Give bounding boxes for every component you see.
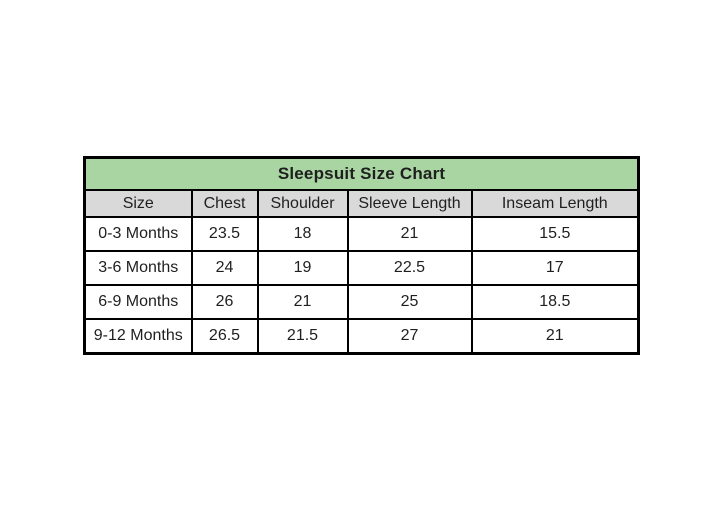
- cell-inseam-length: 17: [470, 250, 640, 286]
- column-header-inseam-length: Inseam Length: [470, 189, 640, 218]
- cell-size: 9-12 Months: [83, 318, 193, 355]
- column-header-chest: Chest: [190, 189, 259, 218]
- table-header-row: Size Chest Shoulder Sleeve Length Inseam…: [83, 189, 640, 218]
- cell-chest: 23.5: [190, 216, 259, 252]
- sleepsuit-size-chart-table: Sleepsuit Size Chart Size Chest Shoulder…: [83, 156, 641, 355]
- table-title-row: Sleepsuit Size Chart: [83, 156, 640, 191]
- cell-sleeve-length: 21: [346, 216, 473, 252]
- table-row: 0-3 Months 23.5 18 21 15.5: [83, 216, 640, 252]
- cell-inseam-length: 21: [470, 318, 640, 355]
- cell-size: 0-3 Months: [83, 216, 193, 252]
- cell-shoulder: 18: [256, 216, 349, 252]
- size-chart-container: Sleepsuit Size Chart Size Chest Shoulder…: [83, 156, 641, 355]
- column-header-shoulder: Shoulder: [256, 189, 349, 218]
- column-header-sleeve-length: Sleeve Length: [346, 189, 473, 218]
- cell-sleeve-length: 27: [346, 318, 473, 355]
- column-header-size: Size: [83, 189, 193, 218]
- cell-shoulder: 21: [256, 284, 349, 320]
- cell-shoulder: 19: [256, 250, 349, 286]
- cell-size: 3-6 Months: [83, 250, 193, 286]
- cell-shoulder: 21.5: [256, 318, 349, 355]
- cell-chest: 26: [190, 284, 259, 320]
- table-row: 9-12 Months 26.5 21.5 27 21: [83, 318, 640, 355]
- cell-size: 6-9 Months: [83, 284, 193, 320]
- table-row: 6-9 Months 26 21 25 18.5: [83, 284, 640, 320]
- cell-inseam-length: 15.5: [470, 216, 640, 252]
- table-title: Sleepsuit Size Chart: [83, 156, 640, 191]
- table-row: 3-6 Months 24 19 22.5 17: [83, 250, 640, 286]
- cell-sleeve-length: 25: [346, 284, 473, 320]
- cell-inseam-length: 18.5: [470, 284, 640, 320]
- cell-chest: 26.5: [190, 318, 259, 355]
- cell-sleeve-length: 22.5: [346, 250, 473, 286]
- cell-chest: 24: [190, 250, 259, 286]
